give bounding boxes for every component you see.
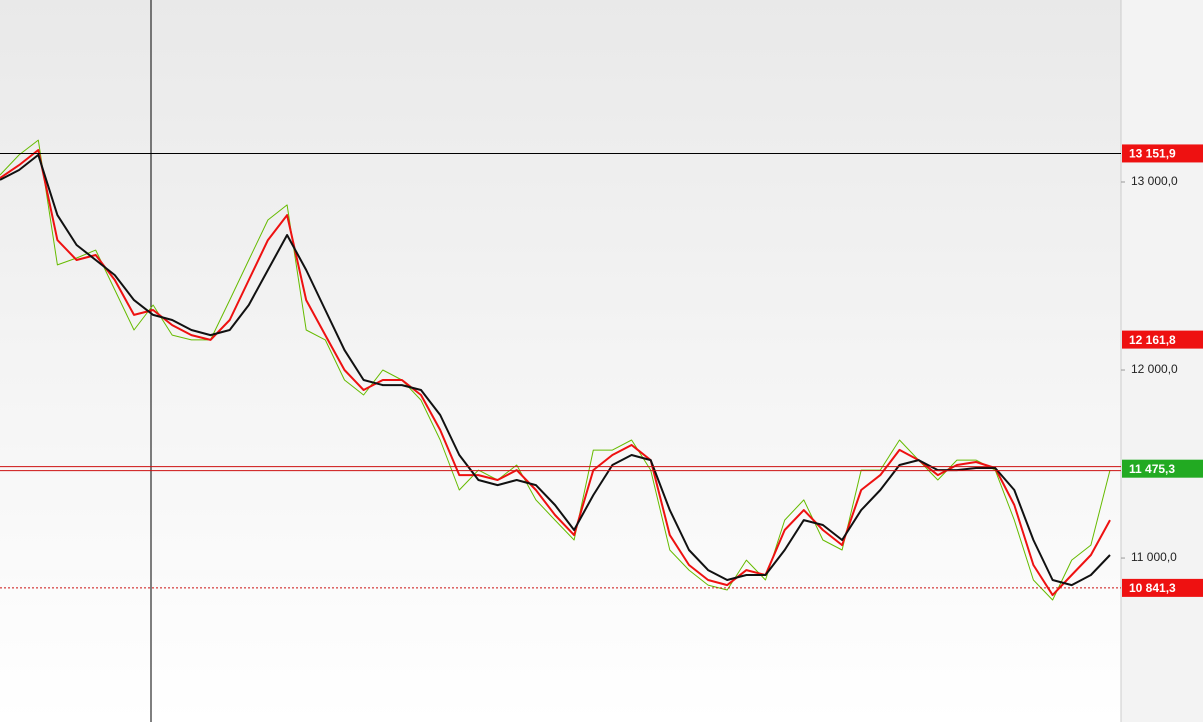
price-tag	[1122, 144, 1203, 163]
price-line	[0, 153, 1111, 587]
price-tag-label: 13 151,9	[1129, 147, 1176, 161]
axis-panel	[1121, 0, 1203, 722]
price-tag	[1122, 459, 1203, 478]
price-tag	[1122, 578, 1203, 597]
y-tick-label: 13 000,0	[1131, 174, 1178, 188]
y-tick-label: 12 000,0	[1131, 362, 1178, 376]
price-line	[0, 149, 1111, 597]
price-tag-label: 11 475,3	[1129, 462, 1175, 476]
price-tag-label: 12 161,8	[1129, 333, 1176, 347]
y-tick-label: 11 000,0	[1131, 550, 1177, 564]
price-tag-label: 10 841,3	[1129, 581, 1176, 595]
plot-background	[0, 0, 1121, 722]
price-tag	[1122, 330, 1203, 349]
